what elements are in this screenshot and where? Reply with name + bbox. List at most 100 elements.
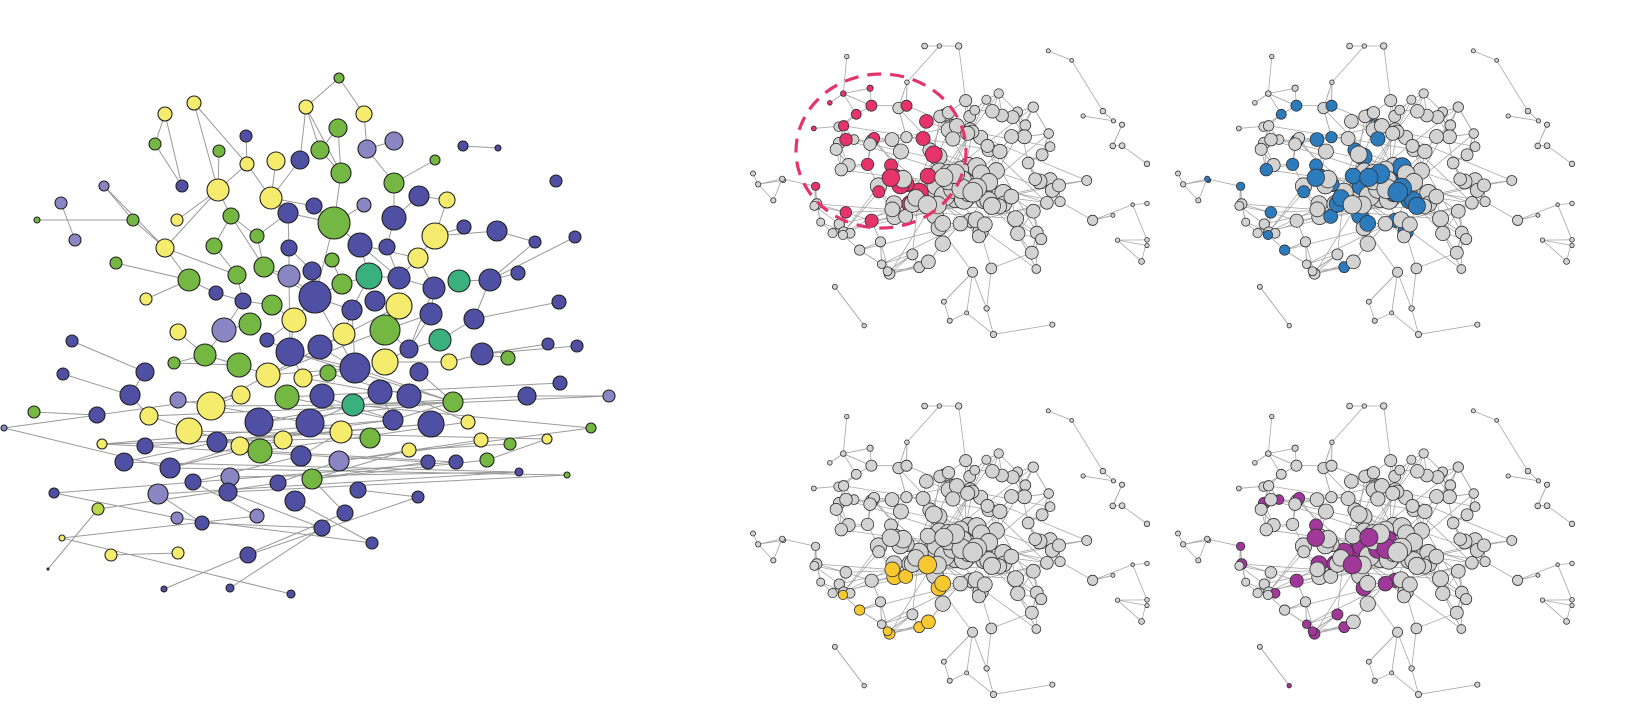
network-node [1024,245,1039,260]
network-edge [1183,178,1208,185]
network-node [277,202,299,224]
network-edge [302,377,381,393]
network-edge [123,441,218,463]
highlighted-node [1344,167,1362,185]
network-node [514,467,524,477]
network-node [1069,418,1074,423]
network-node [1254,502,1268,516]
network-node [309,383,335,409]
network-node [881,528,900,547]
network-edge [1368,661,1376,681]
highlighted-node [1331,608,1344,621]
network-node [266,151,286,171]
network-node [1361,43,1367,49]
network-edge [949,312,967,322]
network-node [528,235,542,249]
network-node [460,414,476,430]
network-node [915,491,931,506]
network-node [874,236,886,248]
network-edge [53,461,457,494]
network-node [1144,560,1150,567]
network-node [470,342,494,366]
network-node [339,352,371,384]
network-edge [61,515,258,539]
network-node [1344,474,1359,489]
network-edge [834,286,865,326]
network-node [387,266,411,290]
network-node [1325,459,1338,472]
network-node [330,162,352,184]
network-node [319,364,337,382]
network-edge [843,87,871,94]
network-node [456,219,472,235]
network-node [1452,461,1464,473]
highlighted-node [1359,167,1379,187]
network-node [980,139,995,153]
network-node [1410,104,1425,119]
network-node [1252,100,1258,106]
network-edge [115,262,190,281]
network-node [1539,597,1546,603]
network-edge [1391,312,1419,335]
network-edge [1537,484,1548,507]
network-node [175,417,203,445]
network-node [921,254,936,270]
network-node [1470,408,1476,414]
network-node [829,142,843,156]
network-node [1288,497,1302,511]
highlighted-node [1264,206,1277,219]
network-edge [991,612,1032,629]
network-edge [357,489,419,498]
network-edge [943,631,973,662]
network-node [934,235,951,252]
network-edge [1268,551,1305,593]
network-edge [61,537,292,595]
network-node [945,491,961,507]
network-edge [1546,145,1573,165]
network-node [955,42,963,50]
network-node [284,490,306,512]
network-node [1265,450,1272,457]
network-node [355,105,373,123]
network-node [985,104,1000,119]
network-node [139,292,153,306]
network-node [280,239,298,257]
network-node [959,454,973,468]
network-edge [1542,599,1567,622]
network-edge [1268,87,1296,94]
network-edge [966,672,994,695]
network-node [1432,210,1449,228]
network-node [1555,562,1560,567]
network-node [429,154,441,166]
highlighted-node [872,185,886,199]
network-node [1406,94,1417,105]
network-node [1309,201,1326,218]
network-node [500,350,516,366]
network-edge [1383,45,1392,101]
network-edge [1484,201,1518,221]
network-node [313,519,331,537]
network-edge [1092,204,1133,221]
network-node [147,483,169,505]
network-node [1524,467,1532,475]
network-edge [991,252,1032,269]
panel-top-left-highlight-circle [794,72,968,230]
network-edge [1294,143,1394,166]
network-node [962,181,984,203]
network-node [1465,556,1479,570]
network-node [1456,264,1467,274]
network-node [1512,214,1524,226]
network-node [329,420,353,444]
network-node [307,334,333,360]
network-node [54,196,68,210]
network-node [494,144,502,152]
network-node [295,408,325,438]
network-node [838,480,850,492]
network-node [1252,588,1263,599]
network-node [46,567,50,571]
network-node [1359,575,1377,592]
network-node [33,216,41,224]
network-node [170,511,184,525]
network-node [332,322,356,346]
network-node [0,424,8,432]
